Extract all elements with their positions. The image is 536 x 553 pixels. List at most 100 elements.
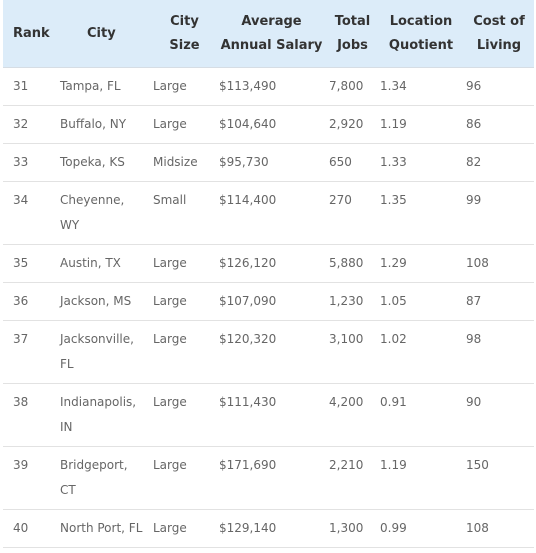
cost-of-living-cell: 108	[464, 510, 534, 547]
city-cell: North Port, FL	[57, 510, 153, 547]
city-cell: Indianapolis, IN	[57, 384, 153, 446]
rank-cell-text: 37	[13, 332, 29, 346]
city-cell-text: Topeka, KS	[60, 155, 125, 169]
location-quotient-cell-text: 1.34	[380, 79, 407, 93]
header-location-quotient: Location Quotient	[378, 0, 464, 67]
city-cell-text: IN	[60, 420, 73, 434]
salary-cell-text: $120,320	[219, 332, 277, 346]
rank-cell-text: 33	[13, 155, 29, 169]
total-jobs-cell: 3,100	[327, 321, 378, 383]
rank-cell: 35	[3, 245, 57, 282]
city-cell-text: CT	[60, 483, 76, 497]
location-quotient-cell-text: 1.02	[380, 332, 407, 346]
city-cell-text: WY	[60, 218, 80, 232]
table-row: 38 Indianapolis, IN Large $111,430 4,200 0.91 9…	[3, 384, 534, 447]
city-size-cell-text: Large	[153, 117, 187, 131]
salary-cell-text: $129,140	[219, 521, 277, 535]
cost-of-living-cell-text: 96	[466, 79, 482, 93]
header-rank: Rank	[3, 0, 57, 67]
cost-of-living-cell-text: 108	[466, 256, 489, 270]
city-cell: Tampa, FL	[57, 68, 153, 105]
salary-cell-text: $95,730	[219, 155, 269, 169]
cost-of-living-cell-text: 99	[466, 193, 482, 207]
salary-cell: $120,320	[216, 321, 327, 383]
city-cell: Cheyenne, WY	[57, 182, 153, 244]
salary-cell: $95,730	[216, 144, 327, 181]
city-cell: Jackson, MS	[57, 283, 153, 320]
rank-cell-text: 31	[13, 79, 29, 93]
header-city-size: City Size	[153, 0, 216, 67]
city-size-cell: Large	[153, 510, 216, 547]
salary-cell-text: $104,640	[219, 117, 277, 131]
city-cell-text: Bridgeport,	[60, 458, 128, 472]
header-col-line1: Cost of	[473, 13, 525, 29]
location-quotient-cell: 0.99	[378, 510, 464, 547]
total-jobs-cell: 2,920	[327, 106, 378, 143]
location-quotient-cell: 1.29	[378, 245, 464, 282]
rank-cell-text: 35	[13, 256, 29, 270]
rank-cell: 36	[3, 283, 57, 320]
cost-of-living-cell-text: 108	[466, 521, 489, 535]
location-quotient-cell: 1.19	[378, 106, 464, 143]
city-cell-text: Buffalo, NY	[60, 117, 127, 131]
city-size-cell: Large	[153, 321, 216, 383]
city-size-cell-text: Large	[153, 521, 187, 535]
location-quotient-cell-text: 1.29	[380, 256, 407, 270]
table-row: 35 Austin, TX Large $126,120 5,880 1.29 108	[3, 245, 534, 283]
header-jobs-line1: Total	[334, 13, 371, 29]
city-size-cell-text: Large	[153, 256, 187, 270]
rank-cell: 40	[3, 510, 57, 547]
cost-of-living-cell-text: 90	[466, 395, 482, 409]
cost-of-living-cell: 99	[464, 182, 534, 244]
cost-of-living-cell-text: 87	[466, 294, 482, 308]
header-salary: Average Annual Salary	[216, 0, 327, 67]
total-jobs-cell-text: 7,800	[329, 79, 364, 93]
city-cell-text: Tampa, FL	[60, 79, 121, 93]
location-quotient-cell: 1.02	[378, 321, 464, 383]
city-cell-text: Indianapolis,	[60, 395, 137, 409]
city-size-cell: Large	[153, 245, 216, 282]
table-body: 31 Tampa, FL Large $113,490 7,800 1.34 96 32 Buf…	[3, 68, 534, 548]
salary-cell-text: $126,120	[219, 256, 277, 270]
total-jobs-cell-text: 5,880	[329, 256, 364, 270]
rank-cell-text: 40	[13, 521, 29, 535]
cost-of-living-cell: 150	[464, 447, 534, 509]
city-size-cell: Large	[153, 447, 216, 509]
rank-cell: 31	[3, 68, 57, 105]
total-jobs-cell: 4,200	[327, 384, 378, 446]
city-cell: Jacksonville, FL	[57, 321, 153, 383]
city-size-cell: Large	[153, 68, 216, 105]
city-cell-text: FL	[60, 357, 74, 371]
rank-cell: 32	[3, 106, 57, 143]
total-jobs-cell: 1,230	[327, 283, 378, 320]
rank-cell: 33	[3, 144, 57, 181]
cost-of-living-cell: 87	[464, 283, 534, 320]
header-city: City	[57, 0, 153, 67]
table-row: 37 Jacksonville, FL Large $120,320 3,100 1.02 9…	[3, 321, 534, 384]
city-size-cell: Large	[153, 283, 216, 320]
total-jobs-cell-text: 2,920	[329, 117, 364, 131]
rank-cell-text: 36	[13, 294, 29, 308]
total-jobs-cell: 5,880	[327, 245, 378, 282]
header-lq-line2: Quotient	[388, 37, 454, 53]
city-cell-text: Cheyenne,	[60, 193, 125, 207]
city-size-cell-text: Large	[153, 458, 187, 472]
location-quotient-cell: 1.33	[378, 144, 464, 181]
header-city-size-line2: Size	[169, 37, 200, 53]
city-size-cell-text: Large	[153, 294, 187, 308]
header-salary-line2: Annual Salary	[220, 37, 323, 53]
salary-cell: $126,120	[216, 245, 327, 282]
salary-cell-text: $171,690	[219, 458, 277, 472]
table-row: 36 Jackson, MS Large $107,090 1,230 1.05 87	[3, 283, 534, 321]
header-cost-of-living: Cost of Living	[464, 0, 534, 67]
location-quotient-cell: 1.35	[378, 182, 464, 244]
header-jobs-line2: Jobs	[337, 37, 368, 53]
location-quotient-cell-text: 1.19	[380, 117, 407, 131]
cost-of-living-cell: 108	[464, 245, 534, 282]
header-col-line2: Living	[476, 37, 522, 53]
table-row: 34 Cheyenne, WY Small $114,400 270 1.35 99	[3, 182, 534, 245]
header-salary-line1: Average	[241, 13, 302, 29]
cost-of-living-cell: 90	[464, 384, 534, 446]
location-quotient-cell-text: 0.99	[380, 521, 407, 535]
city-size-cell: Large	[153, 106, 216, 143]
